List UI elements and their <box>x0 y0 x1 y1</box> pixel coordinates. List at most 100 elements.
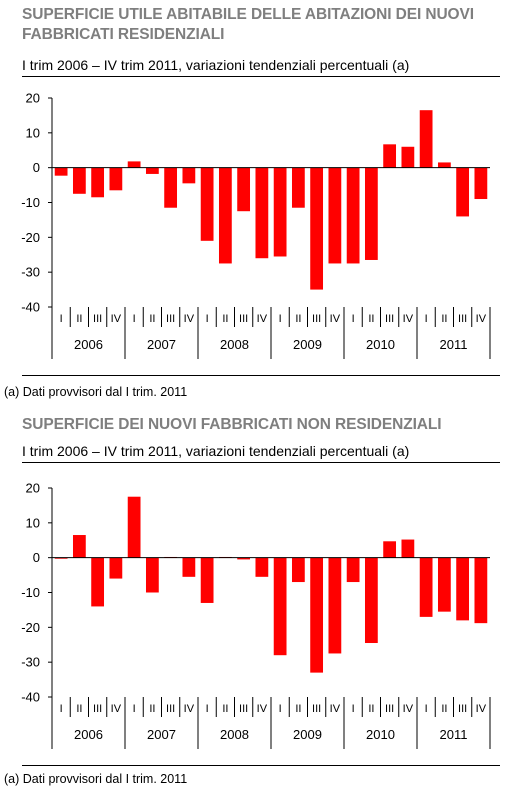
y-tick-label: -30 <box>21 265 40 280</box>
bar-10 <box>218 167 232 264</box>
quarter-label: I <box>60 703 63 715</box>
quarter-label: III <box>312 703 321 715</box>
quarter-label: I <box>133 313 136 325</box>
bar-6 <box>145 167 159 174</box>
bar-8 <box>182 167 196 184</box>
y-tick-label: 10 <box>26 515 40 530</box>
quarter-label: I <box>425 313 428 325</box>
y-tick-label: 0 <box>33 550 40 565</box>
bar-23 <box>456 167 470 217</box>
quarter-label: III <box>93 313 102 325</box>
y-tick-label: -20 <box>21 620 40 635</box>
bar-20 <box>401 146 415 168</box>
bar-2 <box>72 535 86 558</box>
y-tick-label: -30 <box>21 655 40 670</box>
quarter-label: I <box>279 703 282 715</box>
quarter-label: III <box>166 313 175 325</box>
year-label-2006: 2006 <box>74 727 103 742</box>
bar-8 <box>182 557 196 577</box>
quarter-label: III <box>239 703 248 715</box>
quarter-label: I <box>206 703 209 715</box>
bar-18 <box>364 167 378 260</box>
bar-16 <box>328 167 342 264</box>
quarter-label: IV <box>184 703 195 715</box>
bar-6 <box>145 557 159 593</box>
quarter-label: IV <box>111 703 122 715</box>
bar-4 <box>109 557 123 579</box>
year-label-2008: 2008 <box>220 727 249 742</box>
quarter-label: II <box>441 313 447 325</box>
bar-7 <box>164 167 178 208</box>
quarter-label: III <box>312 313 321 325</box>
chart-panel-residenziali: SUPERFICIE UTILE ABITABILE DELLE ABITAZI… <box>4 6 500 399</box>
bar-3 <box>91 167 105 198</box>
quarter-label: IV <box>257 703 268 715</box>
bar-24 <box>474 557 488 624</box>
quarter-label: I <box>206 313 209 325</box>
bar-11 <box>237 557 251 560</box>
bar-9 <box>200 557 214 603</box>
quarter-label: II <box>368 313 374 325</box>
bottom-rule-2 <box>22 765 500 766</box>
footnote-1: (a) Dati provvisori dal I trim. 2011 <box>4 385 188 399</box>
bar-17 <box>346 557 360 583</box>
bar-21 <box>419 557 433 617</box>
quarter-label: I <box>352 313 355 325</box>
bar-16 <box>328 557 342 654</box>
quarter-label: IV <box>476 703 487 715</box>
chart-subtitle-1: I trim 2006 – IV trim 2011, variazioni t… <box>22 57 410 73</box>
year-label-2009: 2009 <box>293 337 322 352</box>
y-tick-label: -20 <box>21 230 40 245</box>
quarter-label: I <box>279 313 282 325</box>
quarter-label: III <box>458 703 467 715</box>
title-rule-2 <box>22 462 500 463</box>
chart-title-1-text: SUPERFICIE UTILE ABITABILE DELLE ABITAZI… <box>22 6 474 43</box>
bar-17 <box>346 167 360 264</box>
bar-23 <box>456 557 470 621</box>
bar-21 <box>419 110 433 168</box>
bar-3 <box>91 557 105 607</box>
bar-4 <box>109 167 123 191</box>
year-label-2007: 2007 <box>147 727 176 742</box>
bar-19 <box>383 144 397 168</box>
quarter-label: III <box>385 703 394 715</box>
chart-panel-non-residenziali: SUPERFICIE DEI NUOVI FABBRICATI NON RESI… <box>0 410 515 806</box>
bar-15 <box>310 167 324 290</box>
quarter-label: III <box>385 313 394 325</box>
bar-5 <box>127 496 141 558</box>
quarter-label: I <box>133 703 136 715</box>
y-tick-label: 20 <box>26 91 40 106</box>
quarter-label: IV <box>403 703 414 715</box>
year-label-2011: 2011 <box>440 727 468 742</box>
quarter-label: I <box>352 703 355 715</box>
bar-13 <box>273 557 287 656</box>
y-tick-label: -10 <box>21 585 40 600</box>
bar-12 <box>255 167 269 259</box>
bar-15 <box>310 557 324 673</box>
quarter-label: IV <box>184 313 195 325</box>
bar-14 <box>291 167 305 208</box>
bar-1 <box>54 167 68 176</box>
quarter-label: II <box>222 313 228 325</box>
bar-2 <box>72 167 86 194</box>
bar-22 <box>437 162 451 168</box>
quarter-label: I <box>60 313 63 325</box>
y-tick-label: -40 <box>21 300 40 315</box>
quarter-label: III <box>458 313 467 325</box>
quarter-label: II <box>368 703 374 715</box>
quarter-label: II <box>149 703 155 715</box>
quarter-label: IV <box>403 313 414 325</box>
y-tick-label: 10 <box>26 125 40 140</box>
chart-title-2: SUPERFICIE DEI NUOVI FABBRICATI NON RESI… <box>22 416 442 433</box>
bar-9 <box>200 167 214 241</box>
year-label-2011: 2011 <box>440 337 468 352</box>
chart-subtitle-2: I trim 2006 – IV trim 2011, variazioni t… <box>22 443 410 459</box>
footnote-2: (a) Dati provvisori dal I trim. 2011 <box>4 772 188 786</box>
bar-18 <box>364 557 378 644</box>
year-label-2010: 2010 <box>366 337 395 352</box>
quarter-label: I <box>425 703 428 715</box>
quarter-label: III <box>239 313 248 325</box>
quarter-label: II <box>76 703 82 715</box>
year-label-2010: 2010 <box>366 727 395 742</box>
